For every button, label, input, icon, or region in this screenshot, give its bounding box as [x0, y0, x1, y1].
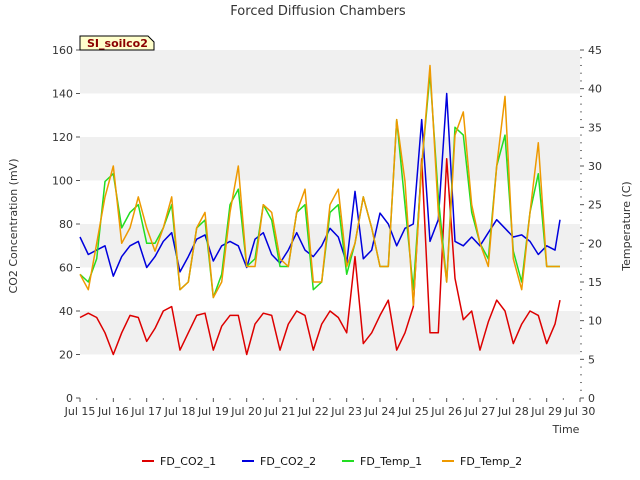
x-tick-label: Jul 23 [330, 405, 362, 418]
y-left-tick-label: 100 [52, 175, 73, 188]
x-tick-label: Jul 20 [230, 405, 262, 418]
x-tick-label: Jul 15 [64, 405, 96, 418]
x-axis: Jul 15 Jul 16 Jul 17 Jul 18 Jul 19 Jul 20 Jul … [64, 398, 596, 418]
series-line-fd-temp-2 [79, 64, 560, 306]
x-tick-label: Jul 29 [530, 405, 562, 418]
y-right-tick-label: 20 [588, 237, 602, 250]
y-right-tick-label: 0 [588, 392, 595, 405]
y-left-tick-label: 80 [59, 218, 73, 231]
series-line-fd-co2-1 [79, 158, 561, 356]
y-axis-right-label: Temperature (C) [620, 181, 633, 271]
x-tick-label: Jul 26 [430, 405, 462, 418]
y-right-tick-label: 15 [588, 276, 602, 289]
y-right-tick-label: 10 [588, 315, 602, 328]
chart-title: Forced Diffusion Chambers [230, 4, 406, 19]
x-tick-label: Jul 21 [264, 405, 296, 418]
y-left-tick-label: 120 [52, 131, 73, 144]
legend: FD_CO2_1 FD_CO2_2 FD_Temp_1 FD_Temp_2 [142, 455, 522, 468]
y-axis-left: 0 20 40 60 80 100 120 140 160 [52, 44, 80, 405]
x-axis-label: Time [552, 423, 580, 436]
legend-label: FD_CO2_1 [160, 455, 216, 468]
x-tick-label: Jul 24 [364, 405, 396, 418]
legend-label: FD_CO2_2 [260, 455, 316, 468]
y-axis-left-label: CO2 Concentration (mV) [7, 159, 20, 294]
site-badge: SI_soilco2 [79, 35, 155, 51]
grid-band [80, 224, 580, 268]
series-lines [79, 64, 561, 356]
x-tick-label: Jul 28 [497, 405, 529, 418]
y-right-tick-label: 40 [588, 83, 602, 96]
y-left-tick-label: 40 [59, 305, 73, 318]
legend-label: FD_Temp_2 [460, 455, 522, 468]
x-tick-label: Jul 30 [564, 405, 596, 418]
y-left-tick-label: 20 [59, 349, 73, 362]
x-tick-label: Jul 22 [297, 405, 329, 418]
site-badge-box [79, 35, 155, 51]
y-left-tick-label: 0 [66, 392, 73, 405]
grid-bands [80, 50, 580, 398]
x-tick-label: Jul 16 [97, 405, 129, 418]
series-line-fd-co2-2 [79, 92, 561, 277]
grid-band [80, 93, 580, 137]
grid-band [80, 354, 580, 398]
grid-band [80, 267, 580, 311]
x-tick-label: Jul 18 [164, 405, 196, 418]
y-right-tick-label: 35 [588, 121, 602, 134]
site-badge-label: SI_soilco2 [87, 37, 148, 50]
y-right-tick-label: 45 [588, 44, 602, 57]
x-tick-label: Jul 17 [130, 405, 162, 418]
y-axis-right: 0 5 10 15 20 25 30 35 40 45 [580, 44, 602, 405]
y-left-tick-label: 140 [52, 88, 73, 101]
x-tick-label: Jul 19 [197, 405, 229, 418]
x-tick-label: Jul 25 [397, 405, 429, 418]
legend-label: FD_Temp_1 [360, 455, 422, 468]
y-right-tick-label: 25 [588, 199, 602, 212]
y-left-tick-label: 60 [59, 262, 73, 275]
x-tick-label: Jul 27 [464, 405, 496, 418]
grid-band [80, 311, 580, 355]
y-left-tick-label: 160 [52, 44, 73, 57]
y-right-tick-label: 30 [588, 160, 602, 173]
y-right-tick-label: 5 [588, 353, 595, 366]
grid-band [80, 50, 580, 94]
